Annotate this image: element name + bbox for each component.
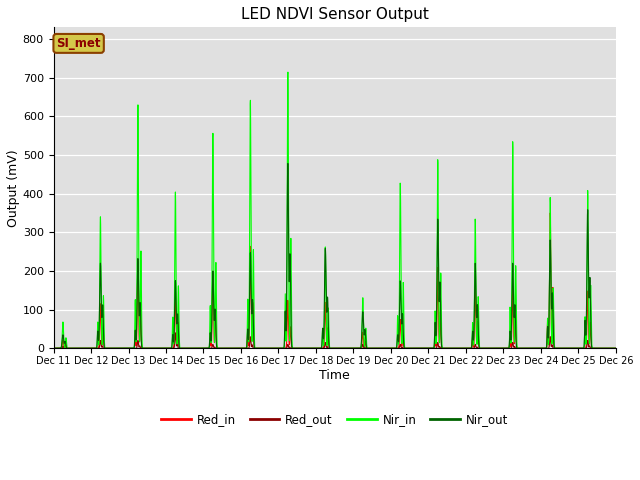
Red_in bbox=[266, 346, 273, 351]
Nir_in bbox=[601, 346, 609, 351]
Red_out bbox=[50, 346, 58, 351]
Nir_out bbox=[541, 346, 548, 351]
Nir_in bbox=[541, 346, 548, 351]
Y-axis label: Output (mV): Output (mV) bbox=[7, 149, 20, 227]
Red_in bbox=[601, 346, 609, 351]
Red_in bbox=[147, 346, 155, 351]
Red_out bbox=[612, 346, 620, 351]
Nir_out bbox=[266, 346, 273, 351]
Nir_out bbox=[612, 346, 620, 351]
Red_in bbox=[540, 346, 548, 351]
Red_out bbox=[172, 330, 179, 336]
Red_in bbox=[290, 346, 298, 351]
Nir_out bbox=[290, 346, 298, 351]
Red_out bbox=[290, 346, 298, 351]
Legend: Red_in, Red_out, Nir_in, Nir_out: Red_in, Red_out, Nir_in, Nir_out bbox=[156, 409, 513, 431]
Nir_in bbox=[290, 346, 298, 351]
Line: Red_in: Red_in bbox=[54, 213, 616, 348]
Line: Nir_in: Nir_in bbox=[54, 72, 616, 348]
Nir_in bbox=[147, 346, 155, 351]
Nir_out bbox=[601, 346, 609, 351]
Red_in bbox=[607, 346, 615, 351]
Red_in bbox=[114, 346, 122, 351]
Red_out bbox=[541, 346, 548, 351]
Nir_in bbox=[114, 346, 122, 351]
Line: Red_out: Red_out bbox=[54, 333, 616, 348]
Line: Nir_out: Nir_out bbox=[54, 164, 616, 348]
Red_in bbox=[612, 346, 620, 351]
Red_out bbox=[266, 346, 273, 351]
Nir_out bbox=[50, 346, 58, 351]
Red_out bbox=[147, 346, 155, 351]
Red_out bbox=[114, 346, 122, 351]
Nir_in bbox=[607, 346, 615, 351]
Text: SI_met: SI_met bbox=[56, 37, 101, 50]
Red_out bbox=[601, 346, 609, 351]
Red_in bbox=[547, 210, 554, 216]
Nir_in bbox=[266, 346, 273, 351]
Nir_out bbox=[114, 346, 122, 351]
Nir_out bbox=[284, 161, 292, 167]
Nir_in bbox=[50, 346, 58, 351]
Nir_in bbox=[284, 69, 292, 75]
Red_out bbox=[604, 346, 612, 351]
Nir_out bbox=[147, 346, 155, 351]
X-axis label: Time: Time bbox=[319, 369, 350, 382]
Title: LED NDVI Sensor Output: LED NDVI Sensor Output bbox=[241, 7, 429, 22]
Red_in bbox=[50, 346, 58, 351]
Nir_in bbox=[612, 346, 620, 351]
